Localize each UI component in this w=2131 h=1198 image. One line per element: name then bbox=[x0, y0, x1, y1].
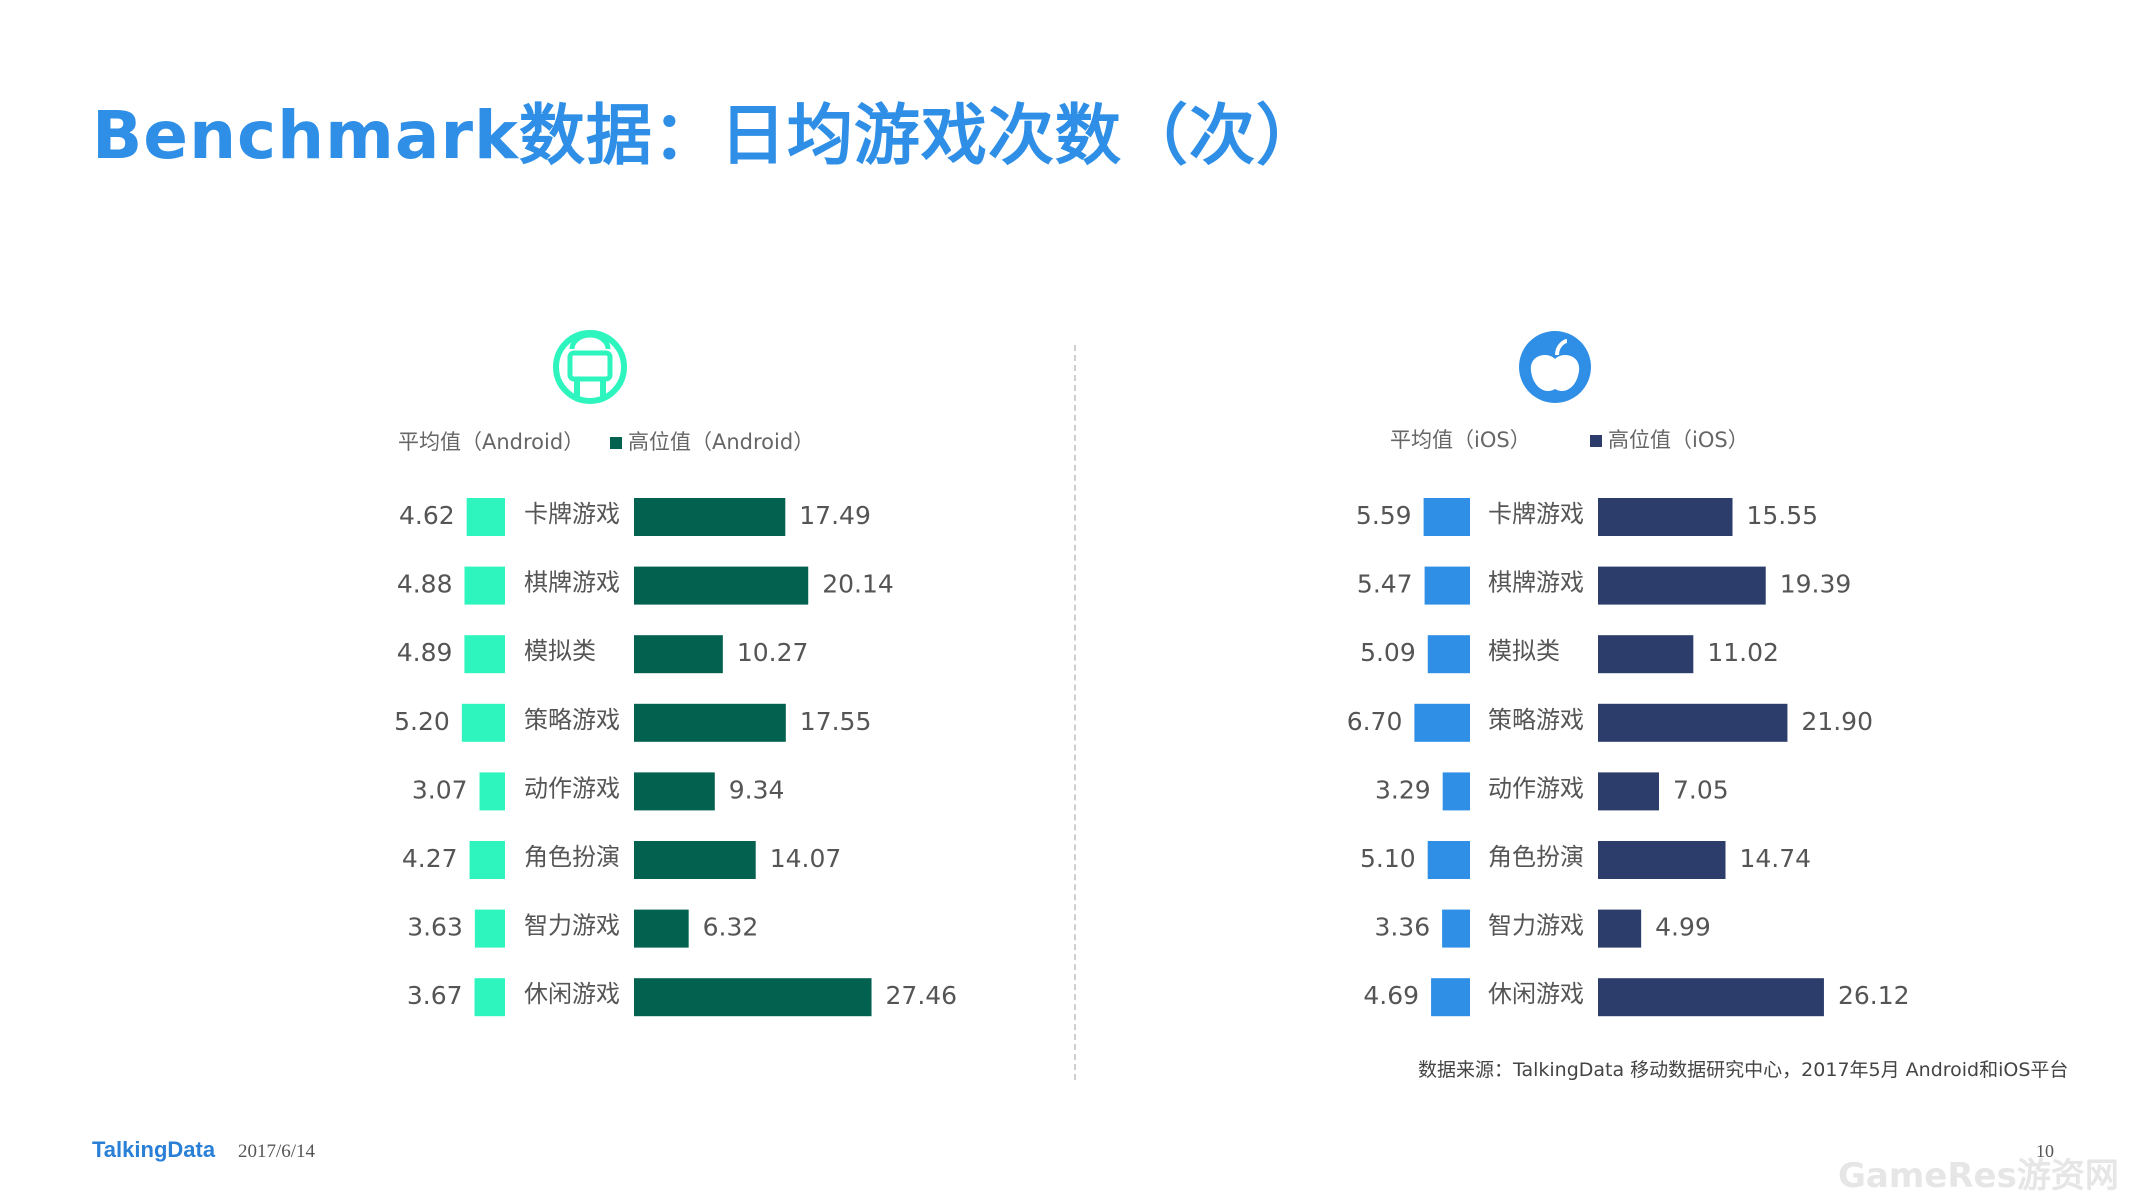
category-label: 策略游戏 bbox=[524, 706, 620, 734]
high-bar bbox=[1598, 909, 1642, 948]
high-bar bbox=[1598, 772, 1659, 811]
avg-value-label: 4.62 bbox=[399, 501, 455, 530]
avg-bar bbox=[479, 772, 505, 811]
apple-icon bbox=[1519, 331, 1591, 403]
avg-bar bbox=[1427, 841, 1470, 879]
high-bar bbox=[634, 841, 756, 879]
legend-high-swatch bbox=[1590, 435, 1602, 447]
avg-value-label: 4.27 bbox=[402, 844, 458, 873]
avg-value-label: 4.69 bbox=[1363, 981, 1419, 1010]
high-value-label: 14.74 bbox=[1740, 844, 1812, 873]
avg-value-label: 5.20 bbox=[394, 707, 450, 736]
category-label: 卡牌游戏 bbox=[524, 500, 620, 528]
high-value-label: 17.49 bbox=[799, 501, 871, 530]
legend-high-swatch bbox=[610, 437, 622, 449]
category-label: 智力游戏 bbox=[1488, 912, 1584, 940]
high-value-label: 17.55 bbox=[800, 707, 872, 736]
avg-value-label: 5.10 bbox=[1360, 844, 1416, 873]
avg-value-label: 3.36 bbox=[1374, 913, 1430, 942]
high-value-label: 9.34 bbox=[729, 775, 785, 804]
high-bar bbox=[634, 772, 715, 811]
category-label: 休闲游戏 bbox=[524, 980, 620, 1008]
avg-value-label: 3.29 bbox=[1375, 775, 1431, 804]
avg-value-label: 6.70 bbox=[1347, 707, 1403, 736]
high-value-label: 6.32 bbox=[703, 913, 759, 942]
high-bar bbox=[1598, 498, 1733, 536]
category-label: 动作游戏 bbox=[1488, 774, 1584, 802]
high-bar bbox=[634, 978, 872, 1017]
chart-ios: 平均值（iOS） 高位值（iOS） 5.59 卡牌游戏 15.55 5.47 棋牌游戏 19.… bbox=[1347, 331, 1910, 1017]
avg-value-label: 4.89 bbox=[397, 638, 453, 667]
legend-high: 高位值（Android） bbox=[628, 430, 814, 454]
high-bar bbox=[634, 498, 786, 536]
category-label: 策略游戏 bbox=[1488, 706, 1584, 734]
android-icon bbox=[553, 330, 627, 404]
category-label: 模拟类 bbox=[524, 637, 596, 665]
category-label: 角色扮演 bbox=[524, 843, 620, 871]
avg-bar bbox=[464, 635, 505, 674]
avg-value-label: 5.59 bbox=[1356, 501, 1412, 530]
footer-date: 2017/6/14 bbox=[238, 1141, 316, 1162]
avg-value-label: 5.09 bbox=[1360, 638, 1416, 667]
high-bar bbox=[634, 703, 786, 742]
category-label: 智力游戏 bbox=[524, 912, 620, 940]
avg-value-label: 5.47 bbox=[1357, 570, 1413, 599]
high-value-label: 10.27 bbox=[737, 638, 809, 667]
data-source-note: 数据来源：TalkingData 移动数据研究中心，2017年5月 Androi… bbox=[1418, 1059, 2069, 1081]
chart-android: 平均值（Android） 高位值（Android） 4.62 卡牌游戏 17.49 4.8… bbox=[394, 330, 958, 1017]
high-value-label: 21.90 bbox=[1801, 707, 1873, 736]
category-label: 棋牌游戏 bbox=[1488, 569, 1584, 597]
high-bar bbox=[1598, 703, 1788, 742]
high-value-label: 4.99 bbox=[1655, 913, 1711, 942]
high-bar bbox=[1598, 841, 1726, 879]
high-value-label: 19.39 bbox=[1780, 570, 1852, 599]
category-label: 动作游戏 bbox=[524, 774, 620, 802]
high-bar bbox=[1598, 635, 1694, 674]
high-bar bbox=[634, 635, 723, 674]
high-value-label: 11.02 bbox=[1707, 638, 1779, 667]
avg-bar bbox=[1414, 703, 1470, 742]
high-value-label: 26.12 bbox=[1838, 981, 1910, 1010]
page-title: Benchmark数据：日均游戏次数（次） bbox=[92, 97, 1323, 174]
avg-bar bbox=[1423, 498, 1470, 536]
high-value-label: 27.46 bbox=[886, 981, 958, 1010]
category-label: 模拟类 bbox=[1488, 637, 1560, 665]
high-value-label: 7.05 bbox=[1673, 775, 1729, 804]
avg-bar bbox=[1424, 566, 1470, 605]
avg-bar bbox=[466, 498, 505, 536]
high-value-label: 20.14 bbox=[822, 570, 894, 599]
avg-bar bbox=[461, 703, 505, 742]
avg-value-label: 3.67 bbox=[407, 981, 463, 1010]
avg-value-label: 4.88 bbox=[397, 570, 453, 599]
page-number: 10 bbox=[2036, 1141, 2054, 1161]
avg-bar bbox=[1431, 978, 1470, 1017]
legend-high: 高位值（iOS） bbox=[1608, 428, 1749, 452]
category-label: 角色扮演 bbox=[1488, 843, 1584, 871]
avg-bar bbox=[474, 909, 505, 948]
category-label: 休闲游戏 bbox=[1488, 980, 1584, 1008]
high-bar bbox=[634, 909, 689, 948]
category-label: 卡牌游戏 bbox=[1488, 500, 1584, 528]
panel-divider bbox=[1074, 345, 1076, 1080]
footer-logo: TalkingData bbox=[92, 1137, 216, 1162]
legend-avg: 平均值（iOS） bbox=[1390, 428, 1531, 452]
high-bar bbox=[634, 566, 809, 605]
high-bar bbox=[1598, 978, 1824, 1017]
avg-bar bbox=[464, 566, 505, 605]
avg-bar bbox=[469, 841, 505, 879]
category-label: 棋牌游戏 bbox=[524, 569, 620, 597]
avg-value-label: 3.07 bbox=[412, 775, 468, 804]
high-value-label: 14.07 bbox=[770, 844, 842, 873]
legend-avg: 平均值（Android） bbox=[398, 430, 584, 454]
avg-bar bbox=[1442, 909, 1470, 948]
avg-bar bbox=[1442, 772, 1470, 811]
high-value-label: 15.55 bbox=[1747, 501, 1819, 530]
avg-bar bbox=[474, 978, 505, 1017]
high-bar bbox=[1598, 566, 1766, 605]
watermark: GameRes游资网 bbox=[1838, 1156, 2119, 1196]
avg-value-label: 3.63 bbox=[407, 913, 463, 942]
avg-bar bbox=[1427, 635, 1470, 674]
